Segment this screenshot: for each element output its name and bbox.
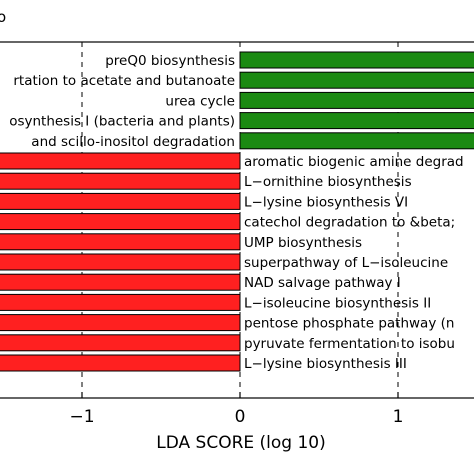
bar-label: UMP biosynthesis — [244, 235, 362, 251]
bar — [0, 213, 241, 231]
bar-label: urea cycle — [165, 93, 235, 109]
bar — [0, 354, 241, 372]
bar — [0, 273, 241, 291]
bar-label: pentose phosphate pathway (n — [244, 316, 454, 332]
bars — [0, 51, 474, 372]
bar-label: pyruvate fermentation to isobu — [244, 336, 455, 352]
bar-label: rtation to acetate and butanoate — [13, 73, 235, 89]
bar-label: preQ0 biosynthesis — [105, 53, 235, 69]
bar-label: NAD salvage pathway I — [244, 275, 401, 291]
bar — [239, 51, 474, 69]
x-axis: −1 0 1 — [0, 41, 474, 427]
bar — [0, 253, 241, 271]
bar — [0, 314, 241, 332]
bar — [239, 112, 474, 130]
bar-label: aromatic biogenic amine degrad — [244, 154, 464, 170]
bar-label: L−lysine biosynthesis VI — [244, 194, 408, 210]
title-fragment: o — [0, 8, 6, 26]
bar — [239, 132, 474, 150]
bar — [239, 91, 474, 109]
bar — [0, 293, 241, 311]
bar — [0, 172, 241, 190]
bar-labels: preQ0 biosynthesis rtation to acetate and… — [9, 53, 463, 372]
bar-label: superpathway of L−isoleucine — [244, 255, 448, 271]
bar-label: and scillo-inositol degradation — [31, 134, 235, 150]
bar — [0, 233, 241, 251]
bar-label: catechol degradation to &beta; — [244, 215, 455, 231]
x-tick-label: 1 — [393, 407, 404, 427]
bar-label: L−isoleucine biosynthesis II — [244, 295, 431, 311]
bar — [0, 334, 241, 352]
bar-label: osynthesis I (bacteria and plants) — [9, 114, 235, 130]
x-tick-label: −1 — [69, 407, 94, 427]
x-axis-label: LDA SCORE (log 10) — [156, 433, 326, 453]
x-tick-label: 0 — [235, 407, 246, 427]
bar — [239, 71, 474, 89]
bar — [0, 192, 241, 210]
bar — [0, 152, 241, 170]
bar-label: L−ornithine biosynthesis — [244, 174, 412, 190]
plot-frame — [0, 41, 474, 399]
bar-label: L−lysine biosynthesis III — [244, 356, 407, 372]
